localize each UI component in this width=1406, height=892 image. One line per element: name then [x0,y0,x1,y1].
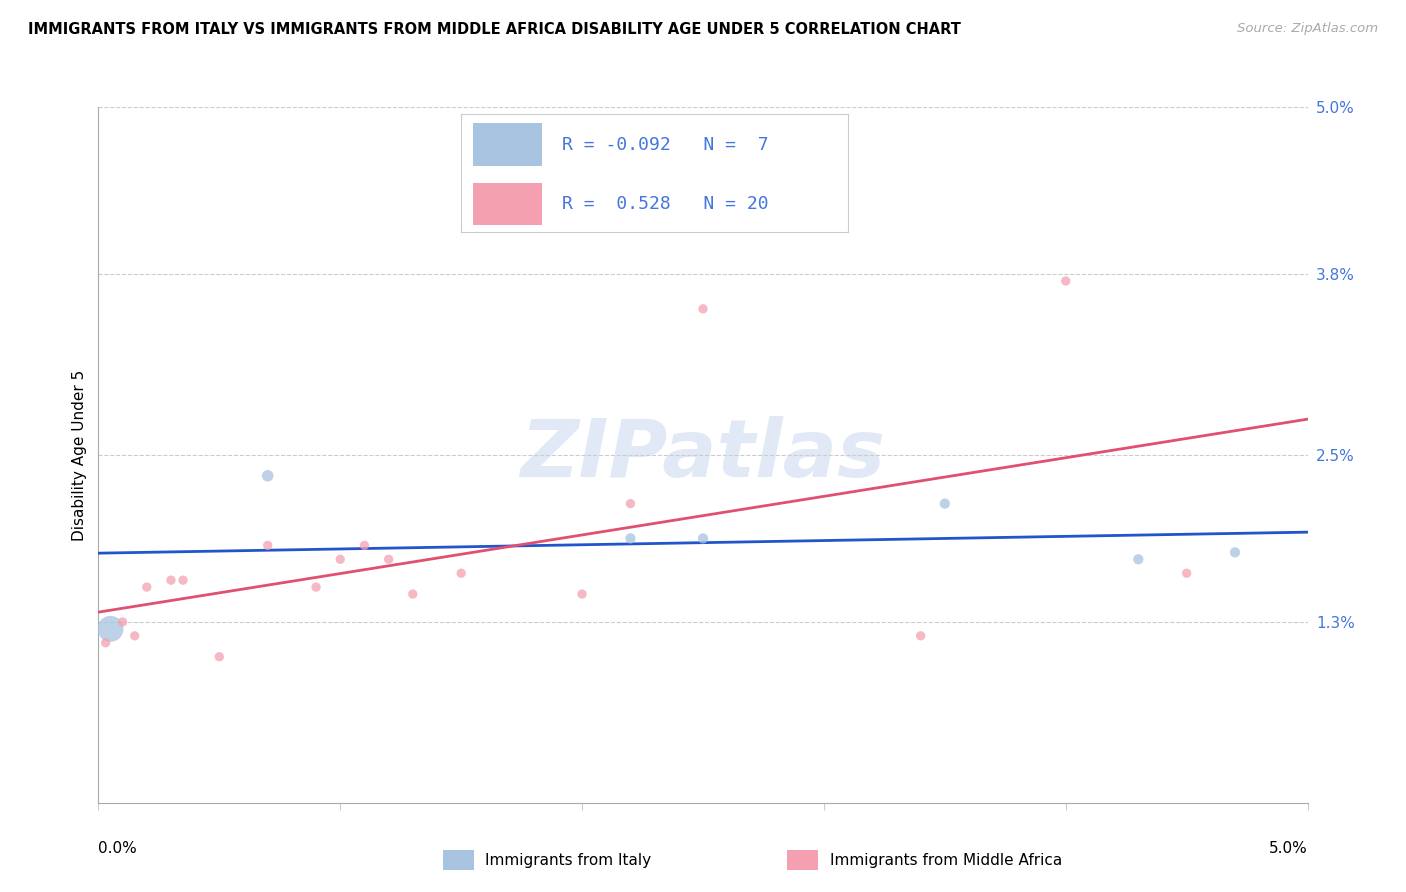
Point [1223,545,1246,559]
Text: 5.0%: 5.0% [1268,841,1308,856]
Text: Immigrants from Italy: Immigrants from Italy [485,854,651,868]
Text: ZIPatlas: ZIPatlas [520,416,886,494]
Text: Source: ZipAtlas.com: Source: ZipAtlas.com [1237,22,1378,36]
Point [619,497,641,511]
Point [450,566,472,581]
Text: R = -0.092   N =  7: R = -0.092 N = 7 [562,136,769,153]
Point [172,573,194,587]
Point [329,552,352,566]
Point [402,587,425,601]
Text: Immigrants from Middle Africa: Immigrants from Middle Africa [830,854,1062,868]
Text: 0.0%: 0.0% [98,841,138,856]
Point [692,301,714,316]
Point [124,629,146,643]
Point [256,538,278,552]
Point [94,636,117,650]
Point [619,532,641,546]
Point [111,615,134,629]
Point [208,649,231,664]
Point [305,580,328,594]
Point [100,622,122,636]
Point [377,552,399,566]
Text: R =  0.528   N = 20: R = 0.528 N = 20 [562,194,769,213]
Point [571,587,593,601]
Point [160,573,183,587]
FancyBboxPatch shape [472,123,543,166]
Point [692,532,714,546]
Text: IMMIGRANTS FROM ITALY VS IMMIGRANTS FROM MIDDLE AFRICA DISABILITY AGE UNDER 5 CO: IMMIGRANTS FROM ITALY VS IMMIGRANTS FROM… [28,22,960,37]
Point [135,580,157,594]
Point [1175,566,1198,581]
Y-axis label: Disability Age Under 5: Disability Age Under 5 [72,369,87,541]
Point [1128,552,1150,566]
Point [934,497,956,511]
Point [1054,274,1077,288]
Point [353,538,375,552]
FancyBboxPatch shape [472,183,543,225]
Point [256,468,278,483]
Point [910,629,932,643]
